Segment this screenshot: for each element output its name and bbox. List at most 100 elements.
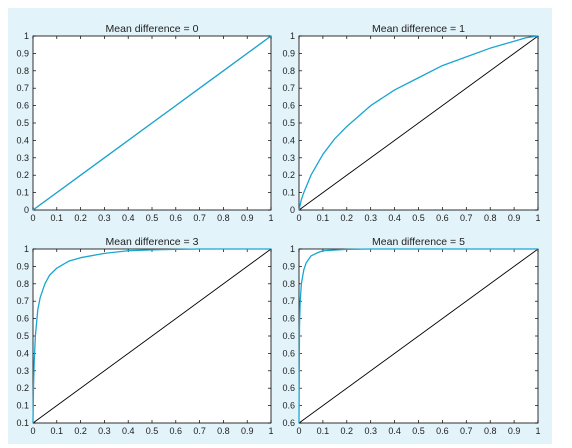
chart-4-y-tick-label: 0.6 [282,401,295,411]
chart-3-diagonal-line [32,248,272,424]
chart-svg: Mean difference = 00 0.1 0.2 0.3 0.4 0.5 0.6 0.… [16,23,540,436]
chart-3-title: Mean difference = 3 [106,236,199,248]
chart-1-x-tick-label: 1 [268,213,273,223]
chart-1-x-tick-label: 0.4 [122,213,135,223]
chart-4-x-tick-label: 0.7 [460,426,473,436]
chart-3-y-tick-label: 0.1 [16,418,29,428]
chart-1-y-tick-label: 0.7 [16,83,29,93]
chart-2-x-tick-label: 0.4 [388,213,401,223]
chart-4-y-tick-label: 0.6 [282,418,295,428]
chart-1-y-tick-label: 0 [24,205,29,215]
chart-3-series-line-1 [32,248,271,424]
chart-4-diagonal-line [298,248,539,424]
chart-1-y-tick-label: 0.3 [16,153,29,163]
chart-1-x-tick-label: 0.6 [170,213,183,223]
chart-2-y-tick-label: 0 [290,205,295,215]
chart-4-title: Mean difference = 5 [372,236,465,248]
chart-3-y-tick-label: 0.3 [16,366,29,376]
chart-1-x-tick-label: 0.3 [98,213,111,223]
chart-2-x-tick-label: 0.7 [460,213,473,223]
chart-2-y-tick-label: 0.9 [282,48,295,58]
chart-2-y-tick-label: 0.7 [282,83,295,93]
chart-4-y-tick-label: 0.6 [282,314,295,324]
chart-2-diagonal-line [298,35,539,211]
chart-4-y-tick-label: 0.6 [282,366,295,376]
chart-1-y-tick-label: 0.6 [16,101,29,111]
chart-3-y-tick-label: 0.7 [16,296,29,306]
chart-4-x-tick-label: 0.4 [388,426,401,436]
chart-1-x-tick-label: 0.8 [217,213,230,223]
chart-3-x-tick-label: 0.5 [146,426,159,436]
chart-2-y-tick-label: 0.5 [282,118,295,128]
chart-2-y-tick-label: 0.3 [282,153,295,163]
chart-1-x-tick-label: 0 [30,213,35,223]
chart-2-y-tick-label: 0.6 [282,101,295,111]
chart-4-x-tick-label: 1 [535,426,540,436]
chart-1-y-tick-label: 0.4 [16,135,29,145]
chart-4-y-tick-label: 0.8 [282,279,295,289]
chart-4-x-tick-label: 0.9 [508,426,521,436]
chart-4-y-tick-label: 0.9 [282,261,295,271]
chart-2-x-tick-label: 0.2 [341,213,354,223]
chart-4-y-tick-label: 0.6 [282,331,295,341]
chart-3-x-tick-label: 0.8 [217,426,230,436]
chart-4-x-tick-label: 0.1 [317,426,330,436]
chart-3-x-tick-label: 0.7 [193,426,206,436]
chart-1-y-tick-label: 0.8 [16,66,29,76]
chart-2-x-tick-label: 0 [296,213,301,223]
chart-1-y-tick-label: 0.1 [16,188,29,198]
chart-1-y-tick-label: 0.5 [16,118,29,128]
chart-2-x-tick-label: 0.5 [412,213,425,223]
chart-4-x-tick-label: 0 [296,426,301,436]
chart-1-y-tick-label: 0.2 [16,170,29,180]
chart-3-y-tick-label: 0.2 [16,383,29,393]
chart-4-series-line-1 [298,248,538,424]
chart-3-x-tick-label: 0.2 [74,426,87,436]
chart-1-title: Mean difference = 0 [106,23,199,35]
figure-background: Mean difference = 0 0 0.1 0.2 0.3 0.4 0.5 0.6 0.… [8,8,552,444]
chart-4-y-tick-label: 0.6 [282,383,295,393]
chart-3-y-tick-label: 0.8 [16,279,29,289]
chart-2-y-tick-label: 0.2 [282,170,295,180]
chart-3-x-tick-label: 0.6 [170,426,183,436]
chart-1-y-tick-label: 0.9 [16,48,29,58]
chart-2-series-line-1 [298,35,539,211]
chart-2-x-tick-label: 0.3 [364,213,377,223]
chart-3-y-tick-label: 0.5 [16,331,29,341]
chart-4-x-tick-label: 0.8 [484,426,497,436]
chart-2-y-tick-label: 0.8 [282,66,295,76]
chart-3-x-tick-label: 0 [30,426,35,436]
chart-1-series-line-1 [32,35,272,211]
chart-3-y-tick-label: 1 [24,244,29,254]
chart-2-y-tick-label: 1 [290,31,295,41]
chart-4-y-tick-label: 0.6 [282,348,295,358]
chart-2-x-tick-label: 0.9 [508,213,521,223]
chart-3-x-tick-label: 0.9 [241,426,254,436]
chart-1-x-tick-label: 0.1 [51,213,64,223]
chart-2-y-tick-label: 0.1 [282,188,295,198]
chart-4-y-tick-label: 1 [290,244,295,254]
chart-3-x-tick-label: 0.3 [98,426,111,436]
chart-4-x-tick-label: 0.3 [364,426,377,436]
chart-2-x-tick-label: 0.1 [317,213,330,223]
chart-3-y-tick-label: 0.6 [16,314,29,324]
chart-2-x-tick-label: 0.8 [484,213,497,223]
chart-4-x-tick-label: 0.5 [412,426,425,436]
chart-1-x-tick-label: 0.9 [241,213,254,223]
chart-4-x-tick-label: 0.6 [436,426,449,436]
chart-3-x-tick-label: 1 [268,426,273,436]
chart-3-y-tick-label: 0.1 [16,401,29,411]
chart-2-y-tick-label: 0.4 [282,135,295,145]
chart-4-x-tick-label: 0.2 [341,426,354,436]
chart-3-y-tick-label: 0.9 [16,261,29,271]
chart-1-x-tick-label: 0.2 [74,213,87,223]
chart-3-y-tick-label: 0.4 [16,348,29,358]
chart-2-x-tick-label: 0.6 [436,213,449,223]
chart-4-y-tick-label: 0.7 [282,296,295,306]
chart-2-title: Mean difference = 1 [372,23,465,35]
chart-1-y-tick-label: 1 [24,31,29,41]
chart-1-x-tick-label: 0.7 [193,213,206,223]
chart-3-x-tick-label: 0.1 [51,426,64,436]
chart-1-x-tick-label: 0.5 [146,213,159,223]
chart-3-x-tick-label: 0.4 [122,426,135,436]
